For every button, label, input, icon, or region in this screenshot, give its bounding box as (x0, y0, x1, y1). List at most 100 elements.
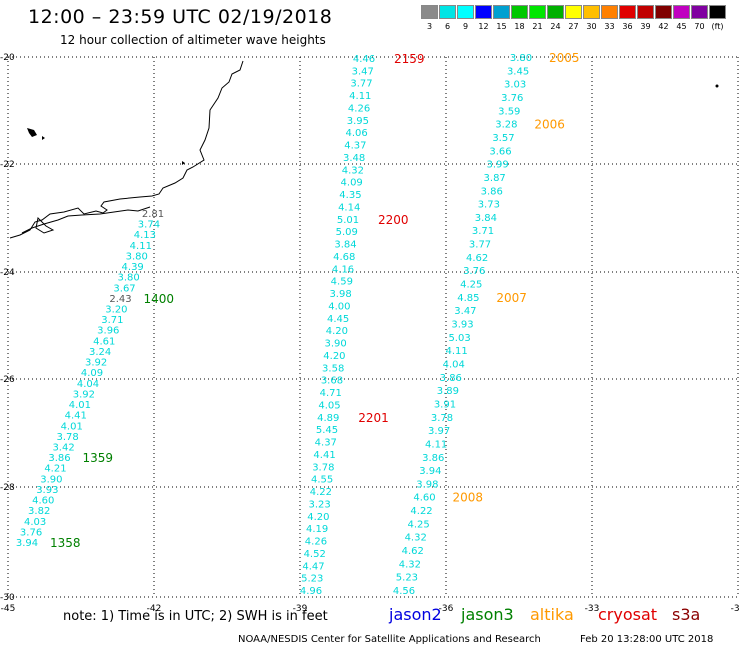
color-scale-label: (ft) (711, 22, 724, 31)
wave-height-label: 3.73 (478, 200, 500, 211)
color-scale-label: 24 (550, 22, 561, 31)
wave-height-label: 3.67 (113, 283, 135, 294)
wave-height-label: 4.37 (315, 438, 337, 449)
legend-satellite-jason2: jason2 (389, 605, 442, 624)
wave-height-label: 3.57 (492, 133, 514, 144)
pass-time-label: 2005 (549, 51, 580, 65)
wave-height-label: 3.48 (343, 153, 365, 164)
pass-time-label: 2006 (534, 118, 565, 132)
wave-height-label: 3.78 (57, 432, 79, 443)
wave-height-label: 4.32 (405, 533, 427, 544)
wave-height-label: 5.23 (301, 574, 323, 585)
color-swatch (457, 5, 474, 19)
wave-height-label: 3.68 (321, 376, 343, 387)
lon-tick-label: -30 (731, 604, 740, 614)
wave-height-label: 3.76 (501, 93, 523, 104)
wave-height-label: 4.71 (320, 388, 342, 399)
lon-tick-label: -39 (293, 604, 308, 614)
color-swatch (493, 5, 510, 19)
color-scale-label: 21 (532, 22, 543, 31)
wave-height-label: 4.09 (341, 178, 363, 189)
wave-height-label: 4.20 (307, 512, 329, 523)
wave-height-label: 4.16 (332, 264, 354, 275)
wave-height-label: 4.20 (323, 351, 345, 362)
wave-height-label: 3.66 (489, 146, 511, 157)
wave-height-label: 3.96 (97, 326, 119, 337)
wave-height-label: 4.39 (122, 262, 144, 273)
lat-tick-label: -22 (0, 160, 15, 170)
wave-height-label: 3.86 (48, 453, 70, 464)
wave-height-label: 3.28 (495, 120, 517, 131)
wave-height-label: 4.11 (446, 346, 468, 357)
color-scale-label: 36 (622, 22, 633, 31)
wave-height-label: 3.82 (28, 506, 50, 517)
wave-height-label: 4.41 (313, 450, 335, 461)
color-swatch (619, 5, 636, 19)
coastline (9, 60, 244, 239)
wave-height-label: 4.32 (342, 165, 364, 176)
wave-height-label: 4.89 (317, 413, 339, 424)
wave-height-label: 3.59 (498, 106, 520, 117)
wave-height-label: 5.23 (396, 573, 418, 584)
wave-height-label: 3.76 (463, 266, 485, 277)
wave-height-label: 3.94 (419, 466, 441, 477)
pass-time-label: 2159 (394, 52, 425, 66)
wave-height-label: 3.23 (308, 499, 330, 510)
wave-height-label: 4.03 (24, 517, 46, 528)
wave-height-label: 4.62 (402, 546, 424, 557)
wave-height-label: 3.80 (117, 273, 139, 284)
wave-height-label: 4.22 (410, 506, 432, 517)
pass-time-label: 1400 (143, 292, 174, 306)
wave-height-label: 3.97 (428, 426, 450, 437)
wave-height-label: 3.45 (507, 66, 529, 77)
map-grid (7, 56, 739, 598)
wave-height-label: 4.19 (306, 524, 328, 535)
altimeter-tracks: 2.813.744.134.113.804.393.803.672.433.20… (16, 51, 580, 597)
wave-height-label: 4.21 (44, 464, 66, 475)
wave-height-label: 4.04 (443, 359, 465, 370)
color-swatch (421, 5, 438, 19)
wave-height-label: 3.89 (437, 386, 459, 397)
lat-tick-label: -28 (0, 483, 15, 493)
wave-height-label: 4.85 (457, 293, 479, 304)
color-scale-label: 18 (514, 22, 525, 31)
wave-height-label: 3.47 (454, 306, 476, 317)
wave-height-label: 3.76 (20, 527, 42, 538)
color-swatch (637, 5, 654, 19)
axis-labels: -45 -42 -39 -36 -33 -30 -20 -22 -24 -26 -28 -30 (0, 53, 740, 614)
color-swatch (529, 5, 546, 19)
wave-height-label: 3.98 (329, 289, 351, 300)
wave-height-label: 3.86 (422, 453, 444, 464)
color-scale-label: 9 (462, 22, 469, 31)
wave-height-label: 3.92 (73, 389, 95, 400)
wave-height-label: 3.58 (322, 363, 344, 374)
wave-height-label: 4.61 (93, 336, 115, 347)
wave-height-label: 4.22 (310, 487, 332, 498)
color-swatch (709, 5, 726, 19)
wave-height-label: 3.87 (484, 173, 506, 184)
color-scale-label: 33 (604, 22, 615, 31)
wave-height-label: 3.90 (40, 474, 62, 485)
lon-tick-label: -42 (147, 604, 162, 614)
color-scale-label: 30 (586, 22, 597, 31)
wave-height-label: 4.26 (305, 537, 327, 548)
wave-height-label: 4.62 (466, 253, 488, 264)
wave-height-label: 3.94 (16, 538, 38, 549)
wave-height-label: 5.45 (316, 425, 338, 436)
wave-height-label: 2.43 (109, 294, 131, 305)
wave-height-label: 4.68 (333, 252, 355, 263)
wave-height-label: 4.20 (326, 326, 348, 337)
wave-height-label: 4.55 (311, 475, 333, 486)
wave-height-label: 3.90 (325, 339, 347, 350)
wave-height-label: 3.99 (486, 160, 508, 171)
map-dot (715, 84, 719, 88)
wave-height-label: 4.37 (344, 141, 366, 152)
wave-height-label: 4.26 (348, 103, 370, 114)
legend-satellite-jason3: jason3 (461, 605, 514, 624)
wave-height-label: 3.84 (475, 213, 497, 224)
wave-height-label: 4.32 (399, 559, 421, 570)
wave-height-label: 4.09 (81, 368, 103, 379)
map-title: 12:00 – 23:59 UTC 02/19/2018 (28, 6, 333, 28)
wave-height-label: 3.91 (434, 399, 456, 410)
